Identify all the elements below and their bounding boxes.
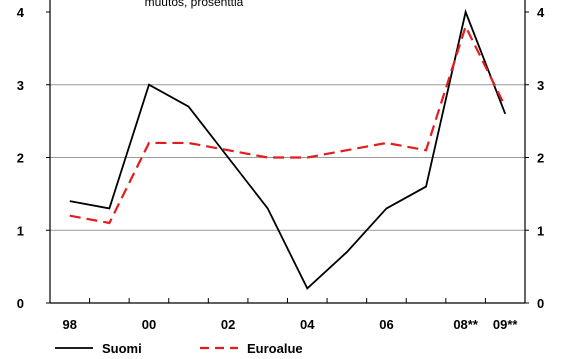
y-tick-label-right: 2 [537,151,544,166]
x-tick-label: 08** [453,317,479,332]
series-line-suomi [69,8,507,290]
y-axis-right-ticks: 0 1 2 3 4 [537,5,545,311]
series-lines [69,8,507,290]
y-tick-label-left: 0 [17,296,24,311]
x-tick-label: 06 [379,317,393,332]
legend-label-euroalue: Euroalue [247,341,303,356]
x-tick-label: 98 [63,317,77,332]
x-axis-ticks: 98 00 02 04 06 08** 09** [63,317,519,332]
y-tick-label-right: 4 [537,5,545,20]
y-tick-label-right: 0 [537,296,544,311]
legend-label-suomi: Suomi [102,341,142,356]
legend: Suomi Euroalue [55,341,303,356]
y-tick-label-left: 1 [17,223,24,238]
y-axis-left-ticks: 0 1 2 3 4 [17,5,25,311]
gridlines [50,84,525,231]
y-tick-label-right: 1 [537,223,544,238]
chart-subtitle: muutos, prosenttia [145,0,244,9]
x-tick-label: 04 [300,317,315,332]
x-tick-label: 00 [142,317,156,332]
axes [46,0,529,304]
series-line-euroalue [69,23,507,225]
y-tick-label-left: 3 [17,78,24,93]
y-tick-label-left: 2 [17,151,24,166]
y-tick-label-left: 4 [17,5,25,20]
x-tick-label: 02 [221,317,235,332]
y-tick-label-right: 3 [537,78,544,93]
x-tick-label: 09** [493,317,519,332]
